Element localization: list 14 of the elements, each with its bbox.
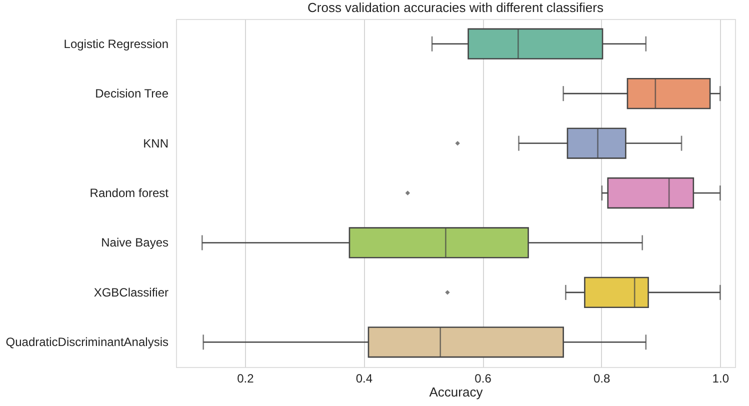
y-tick-label: Logistic Regression	[64, 36, 168, 51]
x-tick-label: 0.4	[356, 372, 373, 386]
y-tick-label: Decision Tree	[95, 86, 169, 101]
x-tick-label: 0.6	[474, 372, 492, 386]
chart-title: Cross validation accuracies with different classifiers	[308, 0, 604, 15]
x-tick-label: 0.2	[237, 372, 254, 386]
y-tick-label: Naive Bayes	[101, 236, 168, 250]
x-axis-title: Accuracy	[429, 384, 484, 400]
y-tick-label: XGBClassifier	[94, 285, 168, 300]
y-tick-label: QuadraticDiscriminantAnalysis	[6, 335, 168, 350]
x-tick-label: 1.0	[712, 372, 730, 386]
x-tick-label: 0.8	[593, 372, 611, 386]
y-tick-label: KNN	[143, 136, 168, 150]
y-tick-label: Random forest	[90, 186, 170, 200]
